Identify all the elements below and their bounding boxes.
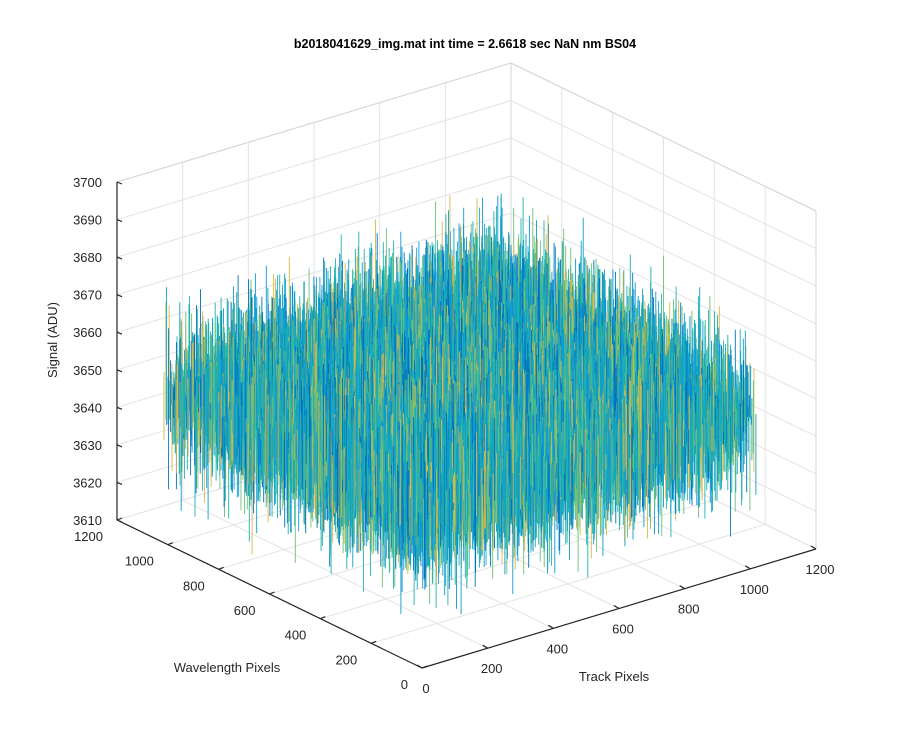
x-tick-mark (613, 604, 620, 610)
backwall-gridline (116, 137, 512, 258)
x-tick-label: 0 (422, 681, 429, 696)
y-tick-label: 400 (285, 628, 307, 643)
surface-strip (430, 334, 753, 560)
surface-strip (424, 344, 744, 590)
y-tick-mark (116, 517, 123, 521)
x-tick-label: 400 (546, 641, 568, 656)
y-tick-label: 0 (401, 677, 408, 692)
z-tick-label: 3660 (73, 325, 102, 340)
z-tick-mark (116, 331, 123, 335)
x-tick-label: 200 (481, 661, 503, 676)
surface-strip (425, 352, 740, 588)
x-tick-label: 1200 (806, 562, 835, 577)
x-tick-mark (547, 624, 554, 629)
surface-strip (431, 354, 728, 596)
y-tick-mark (218, 566, 224, 570)
z-tick-label: 3640 (73, 400, 102, 415)
y-tick-mark (421, 665, 428, 669)
y-tick-mark (320, 616, 326, 620)
y-tick-mark (167, 542, 174, 546)
y-tick-label: 1000 (125, 554, 154, 569)
backwall-gridline (510, 137, 817, 287)
backwall-gridline (510, 100, 817, 250)
axis-lines (116, 181, 817, 669)
surface-strip (429, 386, 713, 557)
z-tick-label: 3700 (73, 175, 102, 190)
z-tick-label: 3610 (73, 513, 102, 528)
surface-strip (421, 365, 757, 615)
x-tick-label: 1000 (740, 582, 769, 597)
z-tick-mark (116, 256, 123, 260)
x-tick-mark (416, 664, 423, 669)
surface-strip (453, 368, 755, 559)
surface-strip (462, 356, 715, 541)
surface-strip (435, 378, 709, 583)
chart-title: b2018041629_img.mat int time = 2.6618 se… (294, 37, 636, 51)
surface-strip (417, 365, 750, 589)
x-tick-mark (810, 545, 817, 550)
surface-strip (445, 354, 747, 578)
z-tick-mark (116, 444, 123, 448)
z-tick-mark (116, 181, 123, 185)
x-axis-label: Track Pixels (579, 669, 650, 684)
y-axis-label: Wavelength Pixels (174, 660, 281, 675)
surface-strip (415, 363, 751, 574)
surface-strip (420, 355, 737, 563)
box-edge (116, 62, 512, 183)
z-axis-label: Signal (ADU) (45, 302, 60, 378)
z-tick-label: 3670 (73, 288, 102, 303)
x-tick-mark (482, 644, 489, 649)
z-tick-mark (116, 369, 123, 373)
surface-strip (430, 360, 745, 548)
z-tick-label: 3680 (73, 250, 102, 265)
backwall-gridline (116, 100, 512, 221)
x-tick-label: 600 (612, 622, 634, 637)
y-tick-label: 200 (335, 652, 357, 667)
surface-strip (455, 343, 754, 543)
y-tick-label: 800 (183, 578, 205, 593)
x-tick-mark (679, 585, 686, 590)
floor-gridline (320, 499, 715, 620)
z-tick-mark (116, 219, 123, 223)
surface-strip (422, 348, 742, 579)
z-tick-label: 3690 (73, 213, 102, 228)
tick-labels: 0 200 400 600 800 1000 1200 0 200 400 600 800 1000 12… (73, 175, 834, 696)
surface-strip (418, 310, 741, 577)
x-tick-mark (744, 565, 751, 570)
y-tick-mark (269, 591, 275, 595)
z-tick-mark (116, 481, 123, 485)
x-tick-label: 800 (678, 602, 700, 617)
floor-gridline (371, 523, 766, 644)
y-tick-mark (370, 640, 377, 644)
z-tick-mark (116, 406, 123, 410)
z-tick-label: 3630 (73, 438, 102, 453)
y-tick-label: 600 (234, 603, 256, 618)
z-tick-mark (116, 294, 123, 298)
surface-strip (427, 344, 739, 589)
surface-strip (423, 365, 748, 580)
box-edge (510, 62, 817, 212)
z-tick-mark (116, 519, 123, 523)
backwall-gridline (116, 175, 512, 296)
z-tick-label: 3620 (73, 475, 102, 490)
y-tick-label: 1200 (74, 529, 103, 544)
surface-plot (163, 193, 757, 615)
backwall-gridline (510, 175, 817, 325)
z-tick-label: 3650 (73, 363, 102, 378)
surface-strip (419, 374, 752, 609)
